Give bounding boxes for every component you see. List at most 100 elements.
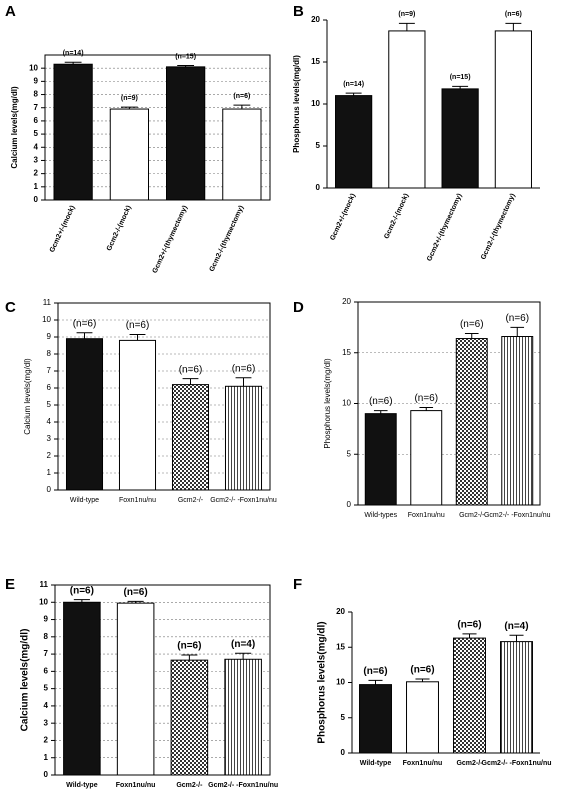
y-axis-label: Calcium levels(mg/dl) xyxy=(23,358,32,435)
y-axis-label: Phosphorus levels(mg/dl) xyxy=(292,55,301,153)
bar xyxy=(406,681,439,754)
x-tick-label: Gcm2-/- xyxy=(176,782,203,789)
error-bar xyxy=(452,85,469,89)
sample-size-label: (n=6) xyxy=(369,396,393,407)
y-axis-label: Phosphorus levels(mg/dl) xyxy=(317,621,328,743)
plot-frame xyxy=(54,584,271,776)
x-tick-label: Gcm2-/- xyxy=(456,760,483,767)
y-tick-label: 1 xyxy=(34,182,39,191)
x-tick-label: Foxn1nu/nu xyxy=(116,782,156,789)
bar xyxy=(171,384,210,491)
bar xyxy=(494,30,532,189)
error-bar xyxy=(120,106,138,110)
plot-frame xyxy=(57,302,271,491)
sample-size-label: (n=15) xyxy=(175,53,196,60)
error-bar xyxy=(373,410,388,414)
sample-size-label: (n=6) xyxy=(505,313,529,324)
y-axis-label: Calcium levels(mg/dl) xyxy=(10,86,19,169)
x-tick-label: Gcm2-/- -Foxn1nu/nu xyxy=(208,782,278,789)
error-bar xyxy=(76,332,93,339)
error-bar xyxy=(127,600,144,604)
bar xyxy=(453,637,486,754)
y-tick-label: 9 xyxy=(47,332,52,341)
panel-letter: A xyxy=(5,3,16,20)
x-tick-label: Gcm2-/- -Foxn1nu/nu xyxy=(210,497,277,504)
y-tick-label: 8 xyxy=(34,90,39,99)
y-tick-label: 15 xyxy=(311,57,320,66)
error-bar xyxy=(182,378,199,385)
sample-size-label: (n=14) xyxy=(63,50,84,57)
y-tick-label: 4 xyxy=(47,417,52,426)
y-tick-label: 8 xyxy=(44,632,49,641)
bar xyxy=(118,339,157,491)
error-bar xyxy=(398,22,415,31)
sample-size-label: (n=9) xyxy=(398,11,415,18)
error-bar xyxy=(505,22,522,31)
y-tick-label: 10 xyxy=(336,678,345,687)
sample-size-label: (n=6) xyxy=(124,587,148,598)
sample-size-label: (n=9) xyxy=(121,95,138,102)
error-bar xyxy=(177,65,195,67)
x-tick-label: Gcm2+/-(mock) xyxy=(49,205,77,254)
x-tick-label: Wild-type xyxy=(360,760,392,767)
sample-size-label: (n=4) xyxy=(504,621,528,632)
y-tick-label: 7 xyxy=(47,366,52,375)
bar xyxy=(65,338,104,491)
error-bar xyxy=(129,333,146,341)
y-tick-label: 8 xyxy=(47,349,52,358)
y-tick-label: 6 xyxy=(44,666,49,675)
x-tick-label: Foxn1nu/nu xyxy=(119,497,156,504)
error-bar xyxy=(181,654,198,661)
y-axis-label: Calcium levels(mg/dl) xyxy=(20,629,31,732)
y-tick-label: 9 xyxy=(44,615,49,624)
y-tick-label: 20 xyxy=(311,15,320,24)
error-bar xyxy=(73,599,90,603)
y-tick-label: 0 xyxy=(44,770,49,779)
sample-size-label: (n=6) xyxy=(363,666,387,677)
x-tick-label: Wild-types xyxy=(364,512,397,519)
x-tick-label: Foxn1nu/nu xyxy=(408,512,445,519)
y-tick-label: 5 xyxy=(341,713,346,722)
panel-letter: C xyxy=(5,299,16,316)
sample-size-label: (n=6) xyxy=(70,585,94,596)
panel-letter: E xyxy=(5,576,15,593)
error-bar xyxy=(368,679,383,685)
bar xyxy=(170,659,209,776)
y-tick-label: 1 xyxy=(44,753,49,762)
bar xyxy=(224,658,262,776)
y-tick-label: 15 xyxy=(342,348,351,357)
x-tick-label: Gcm2-/- -Foxn1nu/nu xyxy=(482,760,552,767)
bar xyxy=(359,684,392,754)
y-tick-label: 9 xyxy=(34,76,39,85)
error-bar xyxy=(64,61,82,65)
sample-size-label: (n=6) xyxy=(177,641,201,652)
x-tick-label: Gcm2-/-(mock) xyxy=(383,193,410,240)
bar xyxy=(224,385,263,491)
y-tick-label: 4 xyxy=(44,701,49,710)
y-tick-label: 2 xyxy=(34,169,39,178)
x-tick-label: Gcm2-/-(mock) xyxy=(106,205,133,252)
panel-letter: B xyxy=(293,3,304,20)
plot-frame xyxy=(357,301,541,506)
sample-size-label: (n=4) xyxy=(231,639,255,650)
error-bar xyxy=(510,326,525,337)
y-tick-label: 3 xyxy=(44,718,49,727)
x-tick-label: Gcm2-/- -Foxn1nu/nu xyxy=(484,512,551,519)
y-tick-label: 2 xyxy=(47,451,52,460)
y-tick-label: 2 xyxy=(44,736,49,745)
bar xyxy=(335,95,373,189)
y-tick-label: 5 xyxy=(44,684,49,693)
error-bar xyxy=(235,652,252,660)
y-tick-label: 5 xyxy=(34,129,39,138)
y-tick-label: 6 xyxy=(34,116,39,125)
sample-size-label: (n=6) xyxy=(179,364,203,375)
bar xyxy=(63,601,101,776)
sample-size-label: (n=6) xyxy=(232,363,256,374)
y-tick-label: 11 xyxy=(43,298,52,307)
y-tick-label: 4 xyxy=(34,142,39,151)
y-tick-label: 6 xyxy=(47,383,52,392)
y-tick-label: 20 xyxy=(336,607,345,616)
panel-letter: F xyxy=(293,576,302,593)
bar xyxy=(455,338,488,506)
